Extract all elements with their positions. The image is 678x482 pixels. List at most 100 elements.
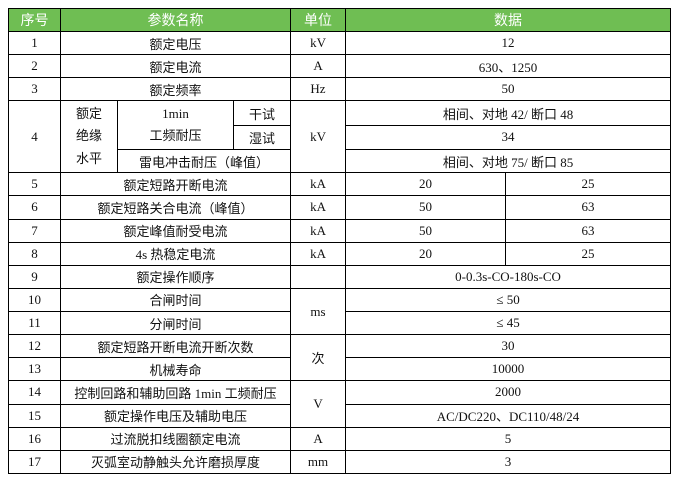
r6-data-right: 63: [505, 195, 672, 220]
r14-r15-unit: V: [290, 380, 347, 428]
col-header-data: 数据: [345, 8, 672, 32]
r4-dry-test-data: 相间、对地 42/ 断口 48: [345, 100, 672, 126]
r14-data: 2000: [345, 380, 672, 405]
parameter-spec-table: 序号 参数名称 单位 数据 1 额定电压 kV 12 2 额定电流 A 630、…: [8, 8, 672, 475]
r4-label-line: 额定: [75, 105, 102, 121]
r5-unit: kA: [290, 172, 347, 197]
table-row: 9 额定操作顺序 0-0.3s-CO-180s-CO: [8, 264, 672, 289]
r11-data: ≤ 45: [345, 310, 672, 336]
r8-serial: 8: [8, 241, 61, 266]
r16-serial: 16: [8, 426, 61, 451]
r7-serial: 7: [8, 218, 61, 243]
table-row: 10 合闸时间 ms ≤ 50: [8, 287, 672, 336]
r4-wet-test-data: 34: [345, 124, 672, 151]
r8-unit: kA: [290, 241, 347, 266]
r15-serial: 15: [8, 403, 61, 428]
r3-parameter: 额定频率: [59, 77, 292, 102]
r13-parameter: 机械寿命: [59, 357, 292, 382]
r7-unit: kA: [290, 218, 347, 243]
r4-impulse-withstand-data: 相间、对地 75/ 断口 85: [345, 149, 672, 174]
r4-freq-line: 工频耐压: [149, 128, 202, 144]
r2-serial: 2: [8, 54, 61, 79]
r10-parameter: 合闸时间: [59, 287, 292, 313]
r11-parameter: 分闸时间: [59, 310, 292, 336]
r14-serial: 14: [8, 380, 61, 405]
r12-parameter: 额定短路开断电流开断次数: [59, 334, 292, 359]
r10-r11-unit: ms: [290, 287, 347, 336]
r1-data: 12: [345, 30, 672, 56]
r7-parameter: 额定峰值耐受电流: [59, 218, 292, 243]
r4-serial: 4: [8, 100, 61, 174]
r6-parameter: 额定短路关合电流（峰值）: [59, 195, 292, 220]
r8-data-left: 20: [345, 241, 507, 266]
table-row: 8 4s 热稳定电流 kA 20 25: [8, 241, 672, 266]
col-header-parameter: 参数名称: [59, 8, 292, 32]
table-row: 2 额定电流 A 630、1250: [8, 54, 672, 79]
r3-unit: Hz: [290, 77, 347, 102]
r3-serial: 3: [8, 77, 61, 102]
r16-data: 5: [345, 426, 672, 451]
table-row: 13 机械寿命 10000: [8, 357, 672, 382]
r9-data: 0-0.3s-CO-180s-CO: [345, 264, 672, 289]
r12-serial: 12: [8, 334, 61, 359]
r1-parameter: 额定电压: [59, 30, 292, 56]
r4-freq-line: 1min: [162, 105, 189, 121]
r14-parameter: 控制回路和辅助回路 1min 工频耐压: [59, 380, 292, 405]
r9-parameter: 额定操作顺序: [59, 264, 292, 289]
r6-serial: 6: [8, 195, 61, 220]
table-row: 12 额定短路开断电流开断次数 次 30: [8, 334, 672, 382]
table-row: 5 额定短路开断电流 kA 20 25: [8, 172, 672, 197]
r5-data-left: 20: [345, 172, 507, 197]
r8-data-right: 25: [505, 241, 672, 266]
r4-impulse-withstand-label: 雷电冲击耐压（峰值）: [116, 149, 292, 174]
col-header-serial: 序号: [8, 8, 61, 32]
r17-parameter: 灭弧室动静触头允许磨损厚度: [59, 449, 292, 475]
r15-data: AC/DC220、DC110/48/24: [345, 403, 672, 428]
r12-data: 30: [345, 334, 672, 359]
r8-parameter: 4s 热稳定电流: [59, 241, 292, 266]
r4-dry-test-label: 干试: [232, 100, 292, 126]
r9-unit: [290, 264, 347, 289]
r4-unit: kV: [290, 100, 347, 174]
table-row: 15 额定操作电压及辅助电压 AC/DC220、DC110/48/24: [8, 403, 672, 428]
r5-serial: 5: [8, 172, 61, 197]
r4-label-line: 水平: [75, 151, 102, 167]
r2-parameter: 额定电流: [59, 54, 292, 79]
r3-data: 50: [345, 77, 672, 102]
r4-wet-test-label: 湿试: [232, 124, 292, 151]
r5-parameter: 额定短路开断电流: [59, 172, 292, 197]
table-row: 17 灭弧室动静触头允许磨损厚度 mm 3: [8, 449, 672, 475]
header-row: 序号 参数名称 单位 数据: [8, 8, 672, 32]
r16-parameter: 过流脱扣线圈额定电流: [59, 426, 292, 451]
r6-data-left: 50: [345, 195, 507, 220]
r2-unit: A: [290, 54, 347, 79]
table-row: 3 额定频率 Hz 50: [8, 77, 672, 102]
r7-data-right: 63: [505, 218, 672, 243]
r15-parameter: 额定操作电压及辅助电压: [59, 403, 292, 428]
r5-data-right: 25: [505, 172, 672, 197]
table-row: 6 额定短路关合电流（峰值） kA 50 63: [8, 195, 672, 220]
table-row: 14 控制回路和辅助回路 1min 工频耐压 V 2000: [8, 380, 672, 428]
table-row: 1 额定电压 kV 12: [8, 30, 672, 56]
r6-unit: kA: [290, 195, 347, 220]
table-row: 16 过流脱扣线圈额定电流 A 5: [8, 426, 672, 451]
r7-data-left: 50: [345, 218, 507, 243]
table-row-insulation-impulse: 雷电冲击耐压（峰值） 相间、对地 75/ 断口 85: [9, 149, 672, 174]
table-row: 11 分闸时间 ≤ 45: [8, 310, 672, 336]
r9-serial: 9: [8, 264, 61, 289]
r10-data: ≤ 50: [345, 287, 672, 313]
r2-data: 630、1250: [345, 54, 672, 79]
r13-data: 10000: [345, 357, 672, 382]
r17-data: 3: [345, 449, 672, 475]
table-row-insulation-wet: 湿试 34: [9, 124, 672, 151]
r1-serial: 1: [8, 30, 61, 56]
col-header-unit: 单位: [290, 8, 347, 32]
r12-r13-unit: 次: [290, 334, 347, 382]
r17-serial: 17: [8, 449, 61, 475]
r1-unit: kV: [290, 30, 347, 56]
r4-insulation-level-label: 额定 绝缘 水平: [60, 100, 118, 174]
r4-power-freq-withstand-label: 1min 工频耐压: [117, 100, 234, 151]
r10-serial: 10: [8, 287, 61, 313]
table-row-insulation-dry: 4 额定 绝缘 水平 1min 工频耐压 干试 kV 相间、对地 42/ 断口 …: [8, 100, 672, 174]
